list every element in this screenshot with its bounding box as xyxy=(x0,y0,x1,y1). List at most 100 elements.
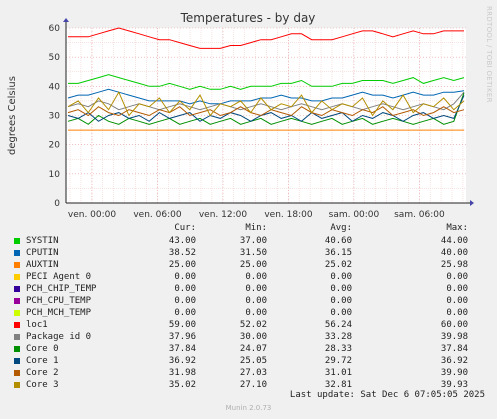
legend-value-min: 30.00 xyxy=(239,332,267,342)
legend-series-name: AUXTIN xyxy=(26,260,59,270)
legend-series-name: PCH_CPU_TEMP xyxy=(26,296,92,306)
legend-value-max: 25.98 xyxy=(440,260,468,270)
legend-row: SYSTIN 43.00 37.00 40.60 44.00 xyxy=(0,235,497,247)
legend-value-cur: 0.00 xyxy=(174,308,196,318)
legend-value-cur: 0.00 xyxy=(174,296,196,306)
chart-title: Temperatures - by day xyxy=(180,11,316,25)
legend-value-min: 0.00 xyxy=(245,296,267,306)
legend-value-max: 39.98 xyxy=(440,332,468,342)
legend-row: PCH_MCH_TEMP 0.00 0.00 0.00 0.00 xyxy=(0,307,497,319)
legend-value-min: 24.07 xyxy=(239,344,267,354)
legend-row: Core 2 31.98 27.03 31.01 39.90 xyxy=(0,367,497,379)
legend-swatch xyxy=(14,274,20,280)
legend-row: Core 3 35.02 27.10 32.81 39.93 xyxy=(0,379,497,391)
legend-value-cur: 36.92 xyxy=(168,356,196,366)
legend-swatch xyxy=(14,370,20,376)
legend-series-name: Core 2 xyxy=(26,368,59,378)
series-line-systin xyxy=(68,74,465,90)
x-tick-label: ven. 06:00 xyxy=(133,210,181,220)
y-tick-label: 0 xyxy=(54,199,60,209)
legend-value-cur: 31.98 xyxy=(168,368,196,378)
legend-value-avg: 0.00 xyxy=(330,272,352,282)
y-tick-label: 30 xyxy=(49,112,61,122)
legend-value-max: 40.00 xyxy=(440,248,468,258)
y-tick-label: 60 xyxy=(49,24,61,34)
x-tick-label: ven. 00:00 xyxy=(68,210,116,220)
legend-series-name: CPUTIN xyxy=(26,248,59,258)
legend-swatch xyxy=(14,334,20,340)
legend-swatch xyxy=(14,298,20,304)
legend-row: Package id 0 37.96 30.00 33.28 39.98 xyxy=(0,331,497,343)
x-tick-label: ven. 12:00 xyxy=(199,210,247,220)
legend-value-avg: 29.72 xyxy=(324,356,352,366)
legend-series-name: Package id 0 xyxy=(26,332,92,342)
x-tick-label: sam. 06:00 xyxy=(394,210,445,220)
legend-series-name: SYSTIN xyxy=(26,236,59,246)
legend-value-avg: 28.33 xyxy=(324,344,352,354)
x-tick-label: sam. 00:00 xyxy=(329,210,380,220)
legend-swatch xyxy=(14,358,20,364)
y-axis-arrow xyxy=(63,18,69,22)
legend-series-name: PECI Agent 0 xyxy=(26,272,92,282)
legend-value-min: 25.05 xyxy=(239,356,267,366)
legend-value-avg: 40.60 xyxy=(324,236,352,246)
legend-swatch xyxy=(14,322,20,328)
y-axis-label: degrees Celsius xyxy=(7,76,18,155)
series-line-core-3 xyxy=(67,91,465,117)
legend-row: PCH_CHIP_TEMP 0.00 0.00 0.00 0.00 xyxy=(0,283,497,295)
legend-swatch xyxy=(14,382,20,388)
series-line-loc1 xyxy=(68,27,464,49)
legend-header-min: Min: xyxy=(245,223,267,233)
legend-value-max: 44.00 xyxy=(440,236,468,246)
legend-swatch xyxy=(14,346,20,352)
legend-value-max: 60.00 xyxy=(440,320,468,330)
legend-value-min: 27.10 xyxy=(239,380,267,390)
legend-value-max: 0.00 xyxy=(446,296,468,306)
legend-series-name: Core 0 xyxy=(26,344,59,354)
legend-header-cur: Cur: xyxy=(174,223,196,233)
legend-value-avg: 56.24 xyxy=(324,320,352,330)
legend-row: Core 0 37.84 24.07 28.33 37.84 xyxy=(0,343,497,355)
legend-header-avg: Avg: xyxy=(330,223,352,233)
legend-row: AUXTIN 25.00 25.00 25.02 25.98 xyxy=(0,259,497,271)
legend-value-max: 0.00 xyxy=(446,284,468,294)
legend-value-cur: 38.52 xyxy=(168,248,196,258)
legend-value-avg: 33.28 xyxy=(324,332,352,342)
x-axis-arrow xyxy=(470,200,474,206)
legend-value-min: 52.02 xyxy=(239,320,267,330)
legend-value-avg: 0.00 xyxy=(330,308,352,318)
legend-series-name: Core 1 xyxy=(26,356,59,366)
legend-value-avg: 25.02 xyxy=(324,260,352,270)
legend-series-name: PCH_CHIP_TEMP xyxy=(26,284,97,294)
last-update-text: Last update: Sat Dec 6 07:05:05 2025 xyxy=(289,390,485,400)
series-line-package-id-0 xyxy=(67,91,465,111)
series-line-core-2 xyxy=(67,106,465,117)
legend-series-name: Core 3 xyxy=(26,380,59,390)
y-tick-label: 50 xyxy=(49,53,61,63)
legend-header-max: Max: xyxy=(446,223,468,233)
legend-value-min: 0.00 xyxy=(245,284,267,294)
series-line-cputin xyxy=(67,88,465,105)
legend-value-cur: 0.00 xyxy=(174,272,196,282)
legend-value-cur: 43.00 xyxy=(168,236,196,246)
legend-value-cur: 25.00 xyxy=(168,260,196,270)
legend-row: CPUTIN 38.52 31.50 36.15 40.00 xyxy=(0,247,497,259)
legend-value-cur: 37.96 xyxy=(168,332,196,342)
legend-swatch xyxy=(14,310,20,316)
legend-value-cur: 0.00 xyxy=(174,284,196,294)
legend-value-cur: 37.84 xyxy=(168,344,196,354)
legend-value-min: 27.03 xyxy=(239,368,267,378)
legend-row: Core 1 36.92 25.05 29.72 36.92 xyxy=(0,355,497,367)
legend-swatch xyxy=(14,286,20,292)
legend-value-max: 0.00 xyxy=(446,308,468,318)
legend-swatch xyxy=(14,262,20,268)
legend-value-min: 31.50 xyxy=(239,248,267,258)
legend-value-max: 39.90 xyxy=(440,368,468,378)
legend-value-cur: 35.02 xyxy=(168,380,196,390)
legend-value-min: 0.00 xyxy=(245,272,267,282)
legend-row: PCH_CPU_TEMP 0.00 0.00 0.00 0.00 xyxy=(0,295,497,307)
legend-row: PECI Agent 0 0.00 0.00 0.00 0.00 xyxy=(0,271,497,283)
legend-value-avg: 0.00 xyxy=(330,296,352,306)
